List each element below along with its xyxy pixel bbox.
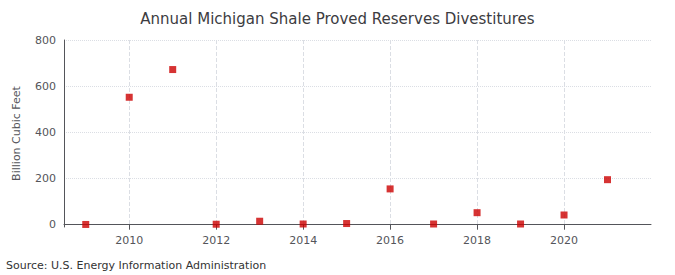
svg-text:2012: 2012 <box>202 234 230 247</box>
svg-text:Source: U.S. Energy Informatio: Source: U.S. Energy Information Administ… <box>6 259 266 272</box>
svg-text:2014: 2014 <box>289 234 317 247</box>
svg-text:Billion Cubic Feet: Billion Cubic Feet <box>10 85 23 180</box>
svg-text:600: 600 <box>35 80 56 93</box>
svg-text:0: 0 <box>49 218 56 231</box>
svg-text:Annual Michigan Shale Proved R: Annual Michigan Shale Proved Reserves Di… <box>140 10 535 28</box>
svg-text:2010: 2010 <box>115 234 143 247</box>
svg-text:2018: 2018 <box>463 234 491 247</box>
svg-text:200: 200 <box>35 172 56 185</box>
svg-text:800: 800 <box>35 34 56 47</box>
svg-text:400: 400 <box>35 126 56 139</box>
svg-text:2016: 2016 <box>376 234 404 247</box>
svg-text:2020: 2020 <box>550 234 578 247</box>
